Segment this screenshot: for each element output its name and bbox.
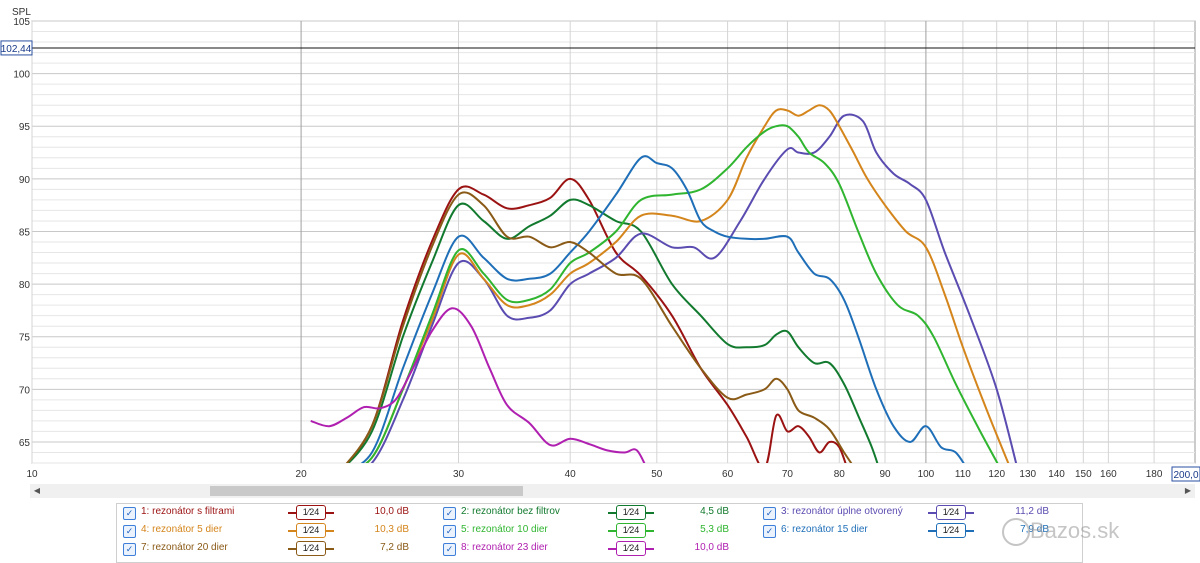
- watermark-logo-icon: [1002, 518, 1030, 546]
- y-axis-title: SPL: [12, 7, 31, 18]
- x-end-label-box: [1171, 466, 1200, 482]
- series-line-5: [364, 124, 999, 463]
- y-tick-label: 65: [19, 438, 31, 449]
- x-tick-label: 180: [1146, 469, 1163, 480]
- series-line-1: [345, 177, 847, 463]
- scroll-thumb[interactable]: [210, 486, 523, 496]
- legend-checkbox-icon[interactable]: ✓: [123, 525, 136, 538]
- x-tick-label: 50: [651, 469, 663, 480]
- legend-label: 7: rezonátor 20 dier: [141, 542, 228, 553]
- y-tick-label: 75: [19, 333, 31, 344]
- smoothing-label: 1⁄24: [616, 523, 646, 538]
- legend-checkbox-icon[interactable]: ✓: [443, 543, 456, 556]
- x-tick-label: 110: [955, 469, 971, 480]
- x-tick-label: 90: [879, 469, 891, 480]
- scroll-right-arrow-icon[interactable]: ▶: [1184, 486, 1192, 495]
- y-tick-label: 80: [19, 280, 31, 291]
- legend-label: 1: rezonátor s filtrami: [141, 506, 235, 517]
- smoothing-label: 1⁄24: [296, 541, 326, 556]
- series-line-4: [364, 104, 1010, 463]
- legend-label: 6: rezonátor 15 dier: [781, 524, 868, 535]
- smoothing-indicator[interactable]: 1⁄24: [608, 540, 654, 556]
- smoothing-label: 1⁄24: [616, 541, 646, 556]
- legend-label: 8: rezonátor 23 dier: [461, 542, 548, 553]
- smoothing-indicator[interactable]: 1⁄24: [288, 504, 334, 520]
- legend-checkbox-icon[interactable]: ✓: [763, 525, 776, 538]
- legend-checkbox-icon[interactable]: ✓: [123, 507, 136, 520]
- legend-offset-value: 11,2 dB: [1015, 506, 1049, 517]
- legend-item[interactable]: ✓ 5: rezonátor 10 dier 1⁄24 5,3 dB: [443, 522, 743, 540]
- x-end-label: 200,0: [1173, 470, 1198, 481]
- legend-item[interactable]: ✓ 4: rezonátor 5 dier 1⁄24 10,3 dB: [123, 522, 423, 540]
- x-tick-label: 10: [26, 469, 38, 480]
- smoothing-label: 1⁄24: [296, 523, 326, 538]
- legend-item[interactable]: ✓ 1: rezonátor s filtrami 1⁄24 10,0 dB: [123, 504, 423, 522]
- legend-label: 5: rezonátor 10 dier: [461, 524, 548, 535]
- legend-offset-value: 10,0 dB: [694, 542, 729, 553]
- smoothing-indicator[interactable]: 1⁄24: [288, 522, 334, 538]
- legend-item[interactable]: ✓ 2: rezonátor bez filtrov 1⁄24 4,5 dB: [443, 504, 743, 522]
- legend-panel: ✓ 1: rezonátor s filtrami 1⁄24 10,0 dB ✓ 2: r…: [116, 503, 1083, 563]
- legend-checkbox-icon[interactable]: ✓: [763, 507, 776, 520]
- legend-checkbox-icon[interactable]: ✓: [443, 525, 456, 538]
- smoothing-indicator[interactable]: 1⁄24: [288, 540, 334, 556]
- smoothing-indicator[interactable]: 1⁄24: [928, 504, 974, 520]
- y-tick-label: 85: [19, 227, 31, 238]
- x-tick-label: 60: [722, 469, 734, 480]
- legend-offset-value: 10,0 dB: [374, 506, 409, 517]
- smoothing-label: 1⁄24: [616, 505, 646, 520]
- legend-item[interactable]: ✓ 6: rezonátor 15 dier 1⁄24 7,9 dB: [763, 522, 1063, 540]
- x-tick-label: 40: [565, 469, 577, 480]
- legend-item[interactable]: ✓ 7: rezonátor 20 dier 1⁄24 7,2 dB: [123, 540, 423, 558]
- series-line-7: [345, 191, 853, 463]
- x-tick-label: 30: [453, 469, 465, 480]
- x-tick-label: 120: [988, 469, 1005, 480]
- cursor-label-box: [0, 40, 33, 56]
- y-tick-label: 105: [13, 17, 30, 28]
- smoothing-label: 1⁄24: [936, 523, 966, 538]
- x-tick-label: 140: [1048, 469, 1065, 480]
- legend-item[interactable]: ✓ 8: rezonátor 23 dier 1⁄24 10,0 dB: [443, 540, 743, 558]
- legend-offset-value: 10,3 dB: [374, 524, 409, 535]
- legend-label: 3: rezonátor úplne otvorený: [781, 506, 903, 517]
- x-tick-label: 150: [1075, 469, 1092, 480]
- legend-offset-value: 4,5 dB: [700, 506, 729, 517]
- x-tick-label: 70: [782, 469, 794, 480]
- x-tick-label: 100: [918, 469, 935, 480]
- legend-offset-value: 7,9 dB: [1020, 524, 1049, 535]
- y-tick-label: 90: [19, 175, 31, 186]
- legend-checkbox-icon[interactable]: ✓: [443, 507, 456, 520]
- series-line-6: [360, 155, 965, 463]
- legend-checkbox-icon[interactable]: ✓: [123, 543, 136, 556]
- x-tick-label: 20: [296, 469, 308, 480]
- horizontal-scrollbar[interactable]: ◀ ▶: [30, 484, 1195, 498]
- frequency-response-chart: 102,44 65 70 75 80 85 90 95 100 105 10 20 30 40 50 60…: [0, 7, 1200, 482]
- cursor-label: 102,44: [1, 44, 32, 55]
- y-tick-label: 70: [19, 385, 31, 396]
- smoothing-indicator[interactable]: 1⁄24: [608, 504, 654, 520]
- series-line-8: [310, 307, 646, 463]
- smoothing-indicator[interactable]: 1⁄24: [928, 522, 974, 538]
- legend-item[interactable]: ✓ 3: rezonátor úplne otvorený 1⁄24 11,2 dB: [763, 504, 1063, 522]
- scroll-left-arrow-icon[interactable]: ◀: [33, 486, 41, 495]
- y-tick-label: 100: [13, 70, 30, 81]
- smoothing-indicator[interactable]: 1⁄24: [608, 522, 654, 538]
- legend-offset-value: 5,3 dB: [700, 524, 729, 535]
- legend-label: 4: rezonátor 5 dier: [141, 524, 223, 535]
- x-tick-label: 80: [834, 469, 846, 480]
- smoothing-label: 1⁄24: [936, 505, 966, 520]
- x-tick-label: 160: [1100, 469, 1117, 480]
- series-line-2: [347, 198, 879, 463]
- watermark: Bazos.sk: [1030, 518, 1120, 543]
- legend-label: 2: rezonátor bez filtrov: [461, 506, 560, 517]
- x-tick-label: 130: [1019, 469, 1036, 480]
- smoothing-label: 1⁄24: [296, 505, 326, 520]
- y-tick-label: 95: [19, 122, 31, 133]
- legend-offset-value: 7,2 dB: [380, 542, 409, 553]
